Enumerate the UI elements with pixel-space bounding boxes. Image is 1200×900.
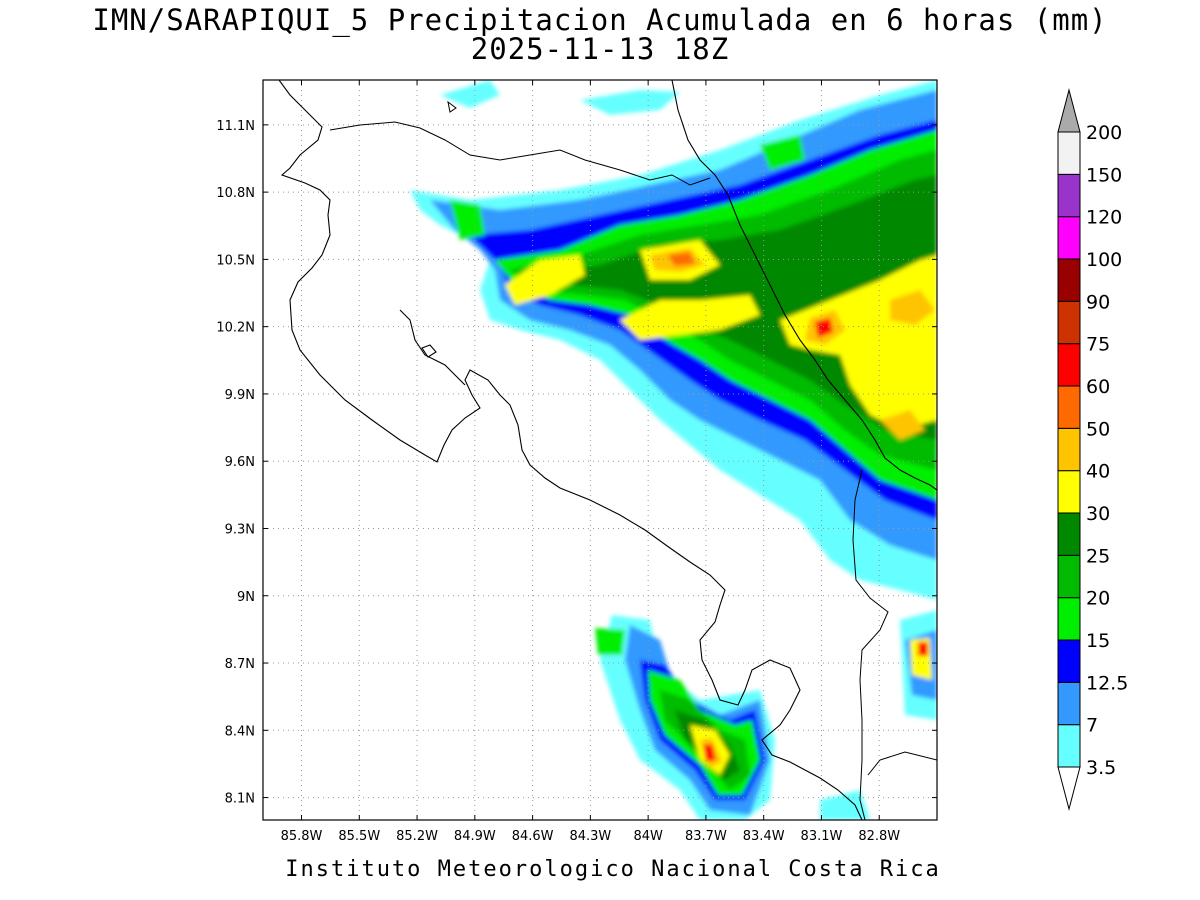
map-frame bbox=[262, 79, 938, 821]
colorbar-swatch bbox=[1057, 597, 1081, 641]
title-line-2: 2025-11-13 18Z bbox=[471, 32, 729, 66]
panama-coast bbox=[867, 751, 937, 776]
lon-tick-label: 85.5W bbox=[338, 829, 380, 844]
colorbar-label: 30 bbox=[1086, 503, 1110, 525]
colorbar-label: 15 bbox=[1086, 630, 1110, 652]
lat-tick-label: 9.6N bbox=[225, 455, 255, 470]
rain-band-75 bbox=[918, 642, 928, 656]
gulf-island bbox=[421, 344, 437, 358]
colorbar-swatch bbox=[1057, 639, 1081, 683]
lat-tick-label: 9N bbox=[237, 590, 255, 605]
rain-band-20 bbox=[760, 135, 805, 170]
lat-tick-label: 8.1N bbox=[225, 792, 255, 807]
lon-tick-label: 83.4W bbox=[743, 829, 785, 844]
colorbar-swatch bbox=[1057, 681, 1081, 726]
rain-band-7 bbox=[820, 790, 870, 820]
lon-tick-label: 84.3W bbox=[569, 829, 611, 844]
colorbar-label: 90 bbox=[1086, 291, 1110, 313]
nicoya-gulf-coast bbox=[399, 309, 466, 386]
lon-tick-label: 84W bbox=[633, 829, 663, 844]
rain-band-50 bbox=[890, 290, 935, 325]
colorbar-bottom-arrow bbox=[1057, 766, 1081, 811]
lat-tick-label: 8.7N bbox=[225, 657, 255, 672]
title-line-1: IMN/SARAPIQUI_5 Precipitacion Acumulada … bbox=[92, 3, 1107, 38]
colorbar-label: 150 bbox=[1086, 164, 1122, 186]
colorbar-swatch bbox=[1057, 343, 1081, 387]
colorbar-legend: 3.5 7 12.5 15 20 25 30 40 50 60 75 90 100 120 150 200 bbox=[1057, 88, 1128, 811]
lon-tick-label: 83.7W bbox=[685, 829, 727, 844]
colorbar-swatch bbox=[1057, 470, 1081, 514]
colorbar-label: 50 bbox=[1086, 418, 1110, 440]
rain-band-75 bbox=[703, 744, 716, 762]
colorbar-swatch bbox=[1057, 554, 1081, 599]
rain-band-20 bbox=[595, 628, 625, 655]
colorbar-label: 20 bbox=[1086, 588, 1110, 610]
rain-band-60 bbox=[668, 252, 695, 266]
nicaragua-border bbox=[329, 121, 711, 186]
coastline-and-borders bbox=[278, 80, 937, 820]
colorbar-top-arrow bbox=[1057, 88, 1081, 133]
colorbar-label: 25 bbox=[1086, 545, 1110, 567]
colorbar-swatch bbox=[1057, 427, 1081, 472]
rain-band-75 bbox=[815, 318, 833, 338]
pacific-coastline bbox=[278, 80, 863, 820]
colorbar-swatch bbox=[1057, 216, 1081, 260]
colorbar-label: 75 bbox=[1086, 334, 1110, 356]
lon-tick-label: 85.2W bbox=[396, 829, 438, 844]
lat-tick-label: 10.2N bbox=[216, 321, 255, 336]
lat-tick-label: 9.9N bbox=[225, 388, 255, 403]
lat-tick-label: 8.4N bbox=[225, 724, 255, 739]
lon-tick-label: 82.8W bbox=[858, 829, 900, 844]
colorbar-label: 200 bbox=[1086, 122, 1122, 144]
lat-tick-label: 10.5N bbox=[216, 253, 255, 268]
rain-band-50 bbox=[880, 410, 925, 440]
colorbar-swatch bbox=[1057, 385, 1081, 429]
colorbar-label: 100 bbox=[1086, 249, 1122, 271]
nicaragua-lake-islet bbox=[447, 100, 457, 113]
lat-tick-label: 10.8N bbox=[216, 186, 255, 201]
map-plot-area: 85.8W 85.5W 85.2W 84.9W 84.6W 84.3W 84W 83.7W 83… bbox=[216, 79, 938, 844]
colorbar-label: 60 bbox=[1086, 376, 1110, 398]
colorbar-swatch bbox=[1057, 300, 1081, 345]
rain-band-40 bbox=[620, 295, 760, 340]
colorbar-label: 40 bbox=[1086, 461, 1110, 483]
colorbar-swatch bbox=[1057, 131, 1081, 175]
colorbar-swatch bbox=[1057, 258, 1081, 302]
lon-tick-label: 83.1W bbox=[801, 829, 843, 844]
lon-tick-label: 85.8W bbox=[281, 829, 323, 844]
lon-tick-label: 84.9W bbox=[454, 829, 496, 844]
precipitation-field bbox=[410, 80, 937, 820]
caribbean-coastline bbox=[671, 80, 937, 491]
panama-border bbox=[852, 469, 889, 820]
lat-tick-label: 11.1N bbox=[216, 119, 255, 134]
colorbar-label: 7 bbox=[1086, 715, 1098, 737]
rain-band-20 bbox=[450, 200, 485, 240]
lat-tick-label: 9.3N bbox=[225, 522, 255, 537]
lon-tick-label: 84.6W bbox=[512, 829, 554, 844]
colorbar-swatch bbox=[1057, 724, 1081, 768]
rain-band-7 bbox=[440, 80, 500, 108]
colorbar-swatch bbox=[1057, 512, 1081, 556]
rain-band-40 bbox=[505, 255, 585, 305]
colorbar-label: 3.5 bbox=[1086, 757, 1116, 779]
colorbar-label: 120 bbox=[1086, 207, 1122, 229]
axis-ticks: 85.8W 85.5W 85.2W 84.9W 84.6W 84.3W 84W 83.7W 83… bbox=[216, 80, 937, 844]
colorbar-swatch bbox=[1057, 173, 1081, 218]
footer-credit: Instituto Meteorologico Nacional Costa R… bbox=[285, 857, 941, 882]
rain-band-7 bbox=[580, 90, 680, 115]
colorbar-label: 12.5 bbox=[1086, 672, 1128, 694]
